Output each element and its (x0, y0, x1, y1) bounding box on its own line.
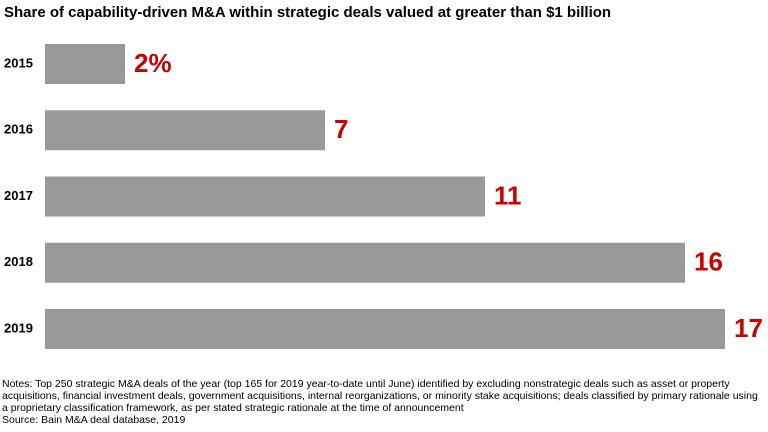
value-label: 16 (694, 247, 723, 277)
notes-block: Notes: Top 250 strategic M&A deals of th… (2, 378, 764, 426)
chart: Share of capability-driven M&A within st… (4, 4, 763, 349)
chart-title: Share of capability-driven M&A within st… (4, 4, 611, 21)
bar (45, 176, 485, 217)
y-tick-label: 2017 (4, 188, 33, 203)
value-label: 17 (734, 313, 763, 343)
source: Source: Bain M&A deal database, 2019 (2, 414, 186, 426)
bar (45, 309, 725, 349)
y-tick-label: 2019 (4, 320, 33, 335)
y-tick-label: 2016 (4, 122, 33, 137)
bar (45, 110, 325, 151)
notes: Notes: Top 250 strategic M&A deals of th… (2, 378, 758, 414)
value-label: 11 (494, 180, 522, 210)
y-tick-label: 2015 (4, 55, 33, 70)
y-tick-label: 2018 (4, 254, 33, 269)
bar (45, 44, 125, 84)
bar (45, 242, 685, 283)
value-label: 7 (334, 114, 348, 144)
value-label: 2% (134, 48, 172, 78)
